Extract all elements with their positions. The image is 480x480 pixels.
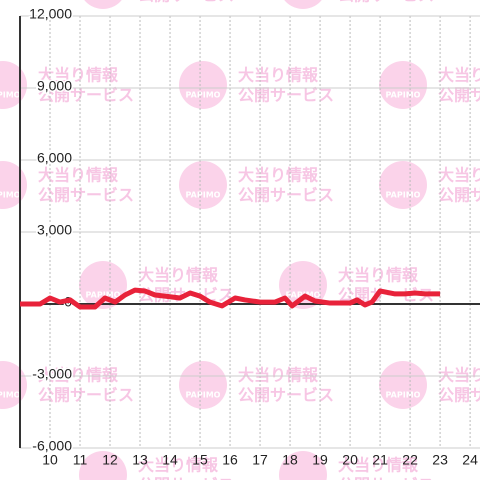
watermark-logo	[0, 361, 27, 409]
watermark-text: 公開サービス	[38, 86, 134, 105]
x-tick-label: 16	[222, 452, 238, 468]
watermark-text: 大当り情報	[38, 166, 119, 185]
watermark-text: 大当り情報	[338, 456, 419, 475]
x-tick-label: 24	[462, 452, 478, 468]
watermark-text: 大当り情報	[338, 266, 419, 285]
x-tick-label: 14	[162, 452, 178, 468]
watermark-logo	[179, 361, 227, 409]
data-line	[20, 287, 441, 310]
watermark-logo	[179, 61, 227, 109]
x-tick-label: 11	[73, 452, 88, 468]
watermark-text: 大当り情報	[138, 456, 219, 475]
watermark-text: 公開サービス	[438, 186, 480, 205]
watermark-text: 公開サービス	[238, 386, 334, 405]
watermark-text: 大当り情報	[438, 66, 480, 85]
watermark-logo	[0, 61, 27, 109]
x-tick-label: 10	[42, 452, 58, 468]
watermark-logo	[0, 161, 27, 209]
watermark-text: 大当り情報	[438, 366, 480, 385]
watermark-text: 大当り情報	[238, 66, 319, 85]
watermark-logo	[379, 361, 427, 409]
y-tick-label: -3,000	[32, 366, 72, 382]
watermark-text: 公開サービス	[438, 86, 480, 105]
y-tick-label: 9,000	[37, 78, 72, 94]
watermark-text: 公開サービス	[138, 476, 234, 480]
watermark-logo	[379, 161, 427, 209]
x-tick-label: 21	[372, 452, 388, 468]
y-tick-label: 6,000	[37, 150, 72, 166]
watermark-logo-text: PAPIMO	[0, 391, 21, 400]
watermark-logo-text: PAPIMO	[386, 191, 421, 200]
watermark-logo	[179, 161, 227, 209]
watermark-logo-text: PAPIMO	[186, 191, 221, 200]
watermark-logo	[84, 0, 122, 9]
watermark-text: 大当り情報	[38, 66, 119, 85]
watermark-text: 公開サービス	[338, 476, 434, 480]
watermark-logo	[379, 61, 427, 109]
y-tick-label: 12,000	[29, 6, 72, 22]
watermark-text: 大当り情報	[438, 166, 480, 185]
watermark-text: 公開サービス	[338, 0, 434, 5]
watermark-text: 公開サービス	[438, 386, 480, 405]
x-tick-label: 20	[342, 452, 358, 468]
watermark-text: 公開サービス	[238, 186, 334, 205]
y-tick-label: -6,000	[32, 438, 72, 454]
watermark-logo	[79, 451, 127, 480]
watermark-logo-text: PAPIMO	[386, 391, 421, 400]
x-tick-label: 19	[312, 452, 328, 468]
watermark-text: 大当り情報	[238, 166, 319, 185]
x-tick-label: 22	[402, 452, 418, 468]
x-tick-label: 15	[192, 452, 208, 468]
watermark-text: 大当り情報	[38, 366, 119, 385]
watermark-text: 公開サービス	[38, 186, 134, 205]
watermark-text: 公開サービス	[338, 286, 434, 305]
watermark-text: 公開サービス	[238, 86, 334, 105]
watermark-text: 大当り情報	[238, 366, 319, 385]
watermark-logo	[79, 261, 127, 309]
watermark-logo-text: PAPIMO	[0, 91, 21, 100]
x-tick-label: 18	[282, 452, 298, 468]
watermark-logo-text: PAPIMO	[86, 291, 121, 300]
watermark-logo-text: PAPIMO	[0, 191, 21, 200]
watermark-logo-text: PAPIMO	[386, 91, 421, 100]
watermark-logo	[284, 0, 322, 9]
watermark-text: 公開サービス	[138, 0, 234, 5]
x-tick-label: 13	[132, 452, 148, 468]
watermark-text: 大当り情報	[138, 266, 219, 285]
x-tick-label: 23	[432, 452, 448, 468]
watermark-logo-text: PAPIMO	[186, 391, 221, 400]
watermark-text: 公開サービス	[38, 386, 134, 405]
y-tick-label: 3,000	[37, 222, 72, 238]
watermark-logo	[279, 261, 327, 309]
x-tick-label: 17	[252, 452, 268, 468]
watermark-logo	[279, 451, 327, 480]
x-tick-label: 12	[102, 452, 118, 468]
watermark-logo-text: PAPIMO	[186, 91, 221, 100]
